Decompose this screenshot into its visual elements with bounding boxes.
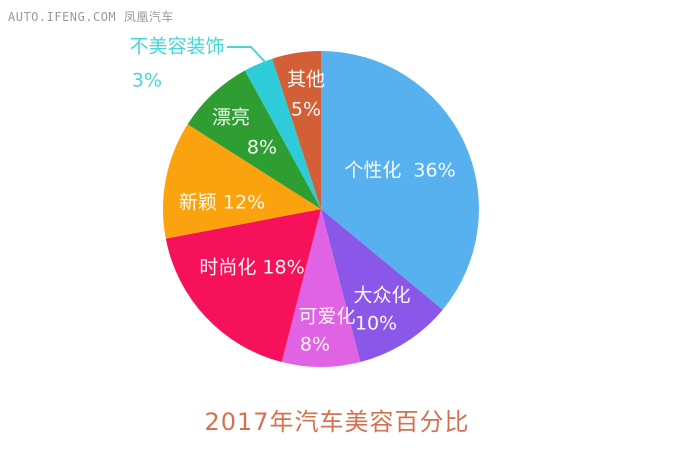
- pie-slice-大众化: [321, 209, 443, 362]
- pie-slice-漂亮: [187, 70, 321, 209]
- pie-slice-时尚化: [165, 209, 321, 362]
- callout-leader-line: [227, 46, 267, 64]
- pie-slice-不美容装饰: [244, 58, 321, 210]
- chart-title: 2017年汽车美容百分比: [204, 408, 470, 436]
- pie-slice-其他: [272, 50, 321, 210]
- watermark: AUTO.IFENG.COM 凤凰汽车: [8, 10, 174, 24]
- pie-slice-新颖: [162, 124, 321, 239]
- pie-slice-可爱化: [281, 209, 361, 367]
- pie-slice-个性化: [321, 51, 479, 310]
